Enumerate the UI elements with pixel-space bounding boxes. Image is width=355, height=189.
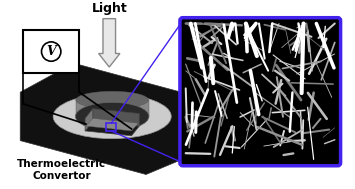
Polygon shape xyxy=(86,118,138,131)
FancyBboxPatch shape xyxy=(180,18,340,166)
FancyArrow shape xyxy=(99,19,120,67)
Ellipse shape xyxy=(75,102,149,130)
Bar xyxy=(106,123,116,131)
Text: Light: Light xyxy=(91,2,127,15)
Bar xyxy=(23,30,79,73)
Circle shape xyxy=(42,42,61,61)
Polygon shape xyxy=(93,109,139,126)
Text: Thermoelectric
Convertor: Thermoelectric Convertor xyxy=(17,159,106,181)
Polygon shape xyxy=(85,109,93,131)
Polygon shape xyxy=(20,63,199,174)
Ellipse shape xyxy=(76,91,148,109)
Polygon shape xyxy=(85,121,139,136)
Ellipse shape xyxy=(53,94,171,139)
Polygon shape xyxy=(76,100,149,116)
Text: V: V xyxy=(46,45,56,58)
